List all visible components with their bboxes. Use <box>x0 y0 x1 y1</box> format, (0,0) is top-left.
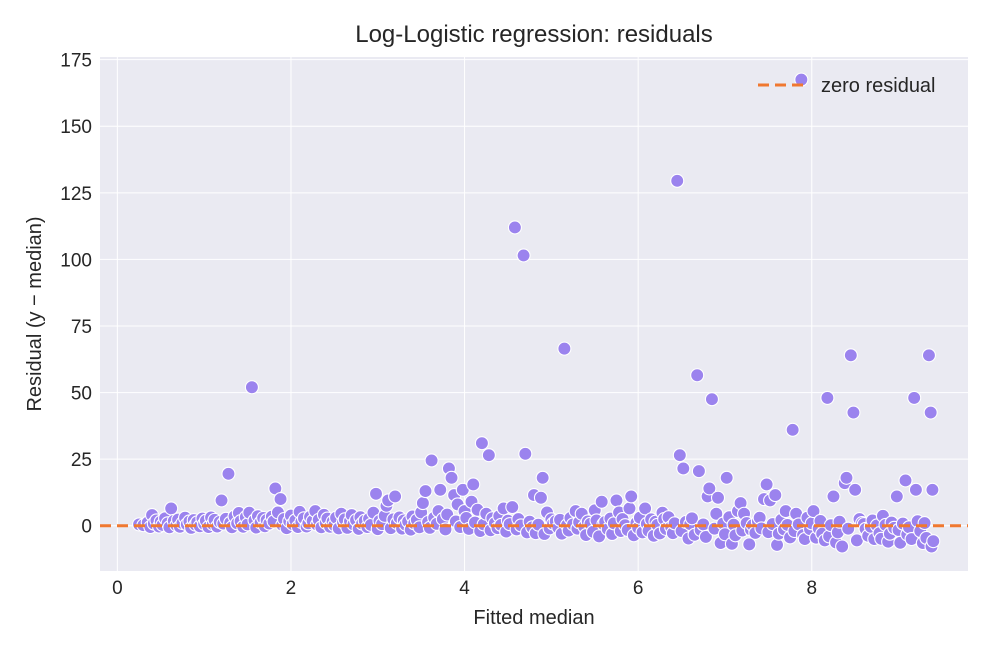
y-tick-label: 50 <box>71 384 92 405</box>
x-tick-label: 2 <box>286 578 297 599</box>
x-axis-ticks: 0 2 4 6 8 <box>112 578 817 599</box>
scatter-point <box>889 489 904 504</box>
scatter-point <box>820 390 835 405</box>
scatter-point <box>843 348 858 363</box>
scatter-point <box>709 506 724 521</box>
scatter-point <box>759 477 774 492</box>
x-tick-label: 4 <box>459 578 470 599</box>
scatter-point <box>676 461 691 476</box>
y-axis-ticks: 0 25 50 75 100 125 150 175 <box>60 51 92 538</box>
scatter-point <box>535 470 550 485</box>
scatter-point <box>921 348 936 363</box>
scatter-point <box>846 405 861 420</box>
scatter-point <box>466 477 481 492</box>
legend-label: zero residual <box>821 75 936 97</box>
scatter-point <box>518 446 533 461</box>
scatter-point <box>698 529 713 544</box>
scatter-point <box>908 482 923 497</box>
scatter-point <box>388 489 403 504</box>
scatter-point <box>418 484 433 499</box>
scatter-point <box>691 464 706 479</box>
scatter-point <box>672 448 687 463</box>
scatter-point <box>622 501 637 516</box>
scatter-point <box>221 466 236 481</box>
scatter-point <box>624 489 639 504</box>
scatter-point <box>785 422 800 437</box>
scatter-point <box>841 521 856 536</box>
scatter-point <box>424 453 439 468</box>
scatter-point <box>609 493 624 508</box>
scatter-point <box>839 470 854 485</box>
scatter-point <box>505 500 520 515</box>
y-tick-label: 25 <box>71 450 92 471</box>
legend: zero residual <box>758 75 936 97</box>
scatter-point <box>164 501 179 516</box>
grid-lines <box>100 57 968 571</box>
scatter-point <box>507 220 522 235</box>
x-tick-label: 0 <box>112 578 123 599</box>
scatter-point <box>835 539 850 554</box>
scatter-point <box>481 448 496 463</box>
scatter-point <box>926 534 941 549</box>
scatter-point <box>907 390 922 405</box>
scatter-point <box>415 496 430 511</box>
data-points <box>132 72 941 554</box>
scatter-point <box>368 486 384 501</box>
scatter-point <box>444 470 459 485</box>
scatter-point <box>557 341 572 356</box>
scatter-point <box>638 501 653 516</box>
scatter-point <box>898 473 913 488</box>
scatter-point <box>719 470 734 485</box>
scatter-point <box>925 482 940 497</box>
x-tick-label: 8 <box>806 578 817 599</box>
scatter-point <box>670 173 685 188</box>
scatter-point <box>244 380 259 395</box>
y-tick-label: 125 <box>60 184 92 205</box>
scatter-point <box>704 392 719 407</box>
scatter-point <box>742 537 757 552</box>
y-axis-label: Residual (y − median) <box>24 216 46 411</box>
scatter-point <box>516 248 531 263</box>
y-tick-label: 150 <box>60 117 92 138</box>
y-tick-label: 0 <box>81 517 92 538</box>
scatter-point <box>710 490 726 505</box>
scatter-point <box>684 511 700 526</box>
plot-area <box>100 57 968 571</box>
x-axis-label: Fitted median <box>473 607 594 629</box>
scatter-point <box>826 489 841 504</box>
scatter-point <box>702 481 717 496</box>
scatter-point <box>848 482 863 497</box>
scatter-point <box>594 494 609 509</box>
scatter-point <box>214 493 229 508</box>
x-tick-label: 6 <box>633 578 644 599</box>
chart-title: Log-Logistic regression: residuals <box>355 21 713 48</box>
y-tick-label: 100 <box>60 250 92 271</box>
scatter-point <box>923 405 938 420</box>
scatter-point <box>806 504 821 519</box>
scatter-point <box>433 482 448 497</box>
scatter-point <box>768 488 783 503</box>
scatter-point <box>690 368 705 383</box>
y-tick-label: 75 <box>71 317 92 338</box>
scatter-point <box>917 516 932 531</box>
scatter-point <box>273 492 288 507</box>
scatter-point <box>474 436 489 451</box>
y-tick-label: 175 <box>60 51 92 72</box>
scatter-point <box>533 490 548 505</box>
